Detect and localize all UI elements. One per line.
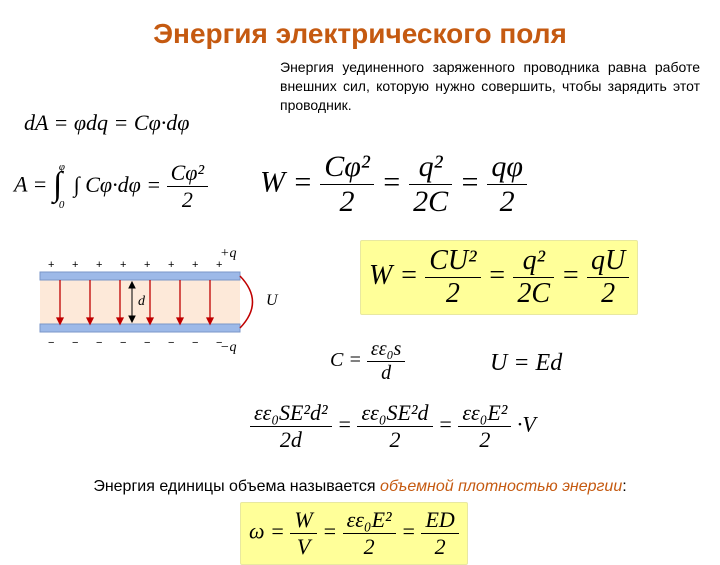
- eq-U: U = Ed: [490, 350, 562, 377]
- svg-text:+: +: [168, 259, 174, 271]
- svg-text:−: −: [48, 337, 54, 349]
- label-minus-q: −q: [220, 340, 236, 356]
- eq-dA: dA = φdq = Cφ·dφ: [24, 110, 189, 136]
- eq-W-U-hl: W = CU²2 = q²2C = qU2: [360, 240, 638, 315]
- capacitor-svg: +++ +++ ++ −−− −−− −−: [20, 250, 280, 370]
- frac-A: Cφ² 2: [167, 160, 208, 213]
- page-title: Энергия электрического поля: [0, 0, 720, 60]
- svg-text:+: +: [192, 259, 198, 271]
- svg-text:+: +: [96, 259, 102, 271]
- svg-text:−: −: [168, 337, 174, 349]
- svg-text:+: +: [48, 259, 54, 271]
- svg-text:−: −: [72, 337, 78, 349]
- label-U: U: [266, 292, 278, 310]
- label-plus-q: +q: [220, 246, 236, 262]
- eq-C: C = εε₀sd: [330, 338, 405, 385]
- int-lower: 0: [59, 199, 65, 211]
- svg-text:−: −: [144, 337, 150, 349]
- eq-W-phi: W = Cφ²2 = q²2C = qφ2: [260, 150, 527, 219]
- bottom-accent: объемной плотностью энергии: [380, 478, 622, 495]
- eq-A-lhs: A =: [14, 172, 47, 197]
- bottom-text: Энергия единицы объема называется объемн…: [30, 478, 690, 496]
- svg-text:−: −: [120, 337, 126, 349]
- int-upper: φ: [59, 161, 65, 173]
- eq-chain: εε₀SE²d²2d = εε₀SE²d2 = εε₀E²2 ·V: [250, 400, 536, 453]
- eq-omega-hl: ω = WV = εε₀E²2 = ED2: [240, 502, 468, 565]
- bottom-a: Энергия единицы объема называется: [93, 478, 380, 495]
- svg-text:+: +: [144, 259, 150, 271]
- svg-text:+: +: [72, 259, 78, 271]
- capacitor-diagram: +++ +++ ++ −−− −−− −− +q −q U d: [20, 250, 280, 370]
- svg-text:−: −: [96, 337, 102, 349]
- intro-text: Энергия уединенного заряженного проводни…: [280, 58, 700, 115]
- bottom-c: :: [622, 478, 626, 495]
- svg-text:+: +: [120, 259, 126, 271]
- integral-sign: ∫: [53, 173, 62, 197]
- int-body: ∫ Cφ·dφ =: [74, 172, 161, 197]
- svg-text:−: −: [192, 337, 198, 349]
- eq-A-integral: A = ∫ φ 0 ∫ Cφ·dφ = Cφ² 2: [14, 160, 208, 213]
- label-d: d: [138, 294, 145, 310]
